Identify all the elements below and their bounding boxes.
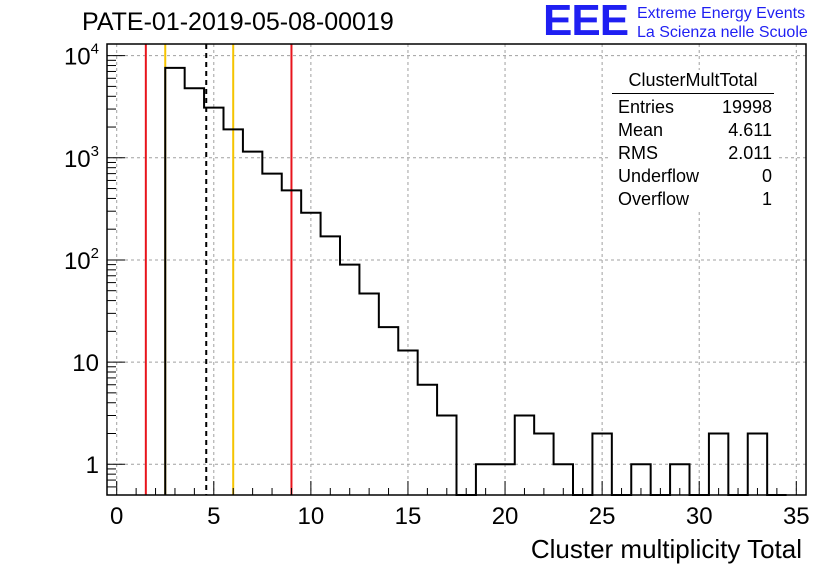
y-tick-label: 103 (64, 143, 99, 173)
histogram-bin (379, 327, 398, 495)
histogram-bin (340, 265, 359, 495)
x-tick-label: 0 (110, 503, 123, 530)
stats-label: Mean (618, 120, 664, 140)
histogram-bin (437, 416, 456, 495)
stats-row-overflow: Overflow 1 (610, 188, 776, 211)
histogram-bin (709, 433, 728, 495)
stats-row-entries: Entries 19998 (610, 96, 776, 119)
x-axis-label: Cluster multiplicity Total (530, 534, 802, 564)
stats-row-rms: RMS 2.011 (610, 142, 776, 165)
y-tick-label: 1 (86, 452, 99, 479)
histogram-bin (748, 433, 767, 495)
stats-value: 2.011 (728, 143, 772, 163)
logo-text-line1: Extreme Energy Events (637, 5, 806, 22)
x-tick-label: 35 (783, 503, 810, 530)
stats-title: ClusterMultTotal (612, 70, 774, 94)
stats-box: ClusterMultTotal Entries 19998 Mean 4.61… (610, 70, 776, 211)
stats-value: 4.611 (728, 120, 772, 140)
histogram-bin (418, 385, 437, 495)
histogram-bin (185, 88, 204, 495)
x-tick-label: 5 (207, 503, 220, 530)
logo-text-line2: La Scienza nelle Scuole (637, 24, 808, 41)
stats-label: Overflow (618, 189, 690, 209)
axis-ticks (107, 55, 797, 495)
x-tick-label: 30 (686, 503, 713, 530)
stats-row-mean: Mean 4.611 (610, 119, 776, 142)
eee-logo: EEE (543, 0, 629, 45)
stats-value: 0 (761, 166, 772, 186)
histogram-bin (534, 433, 553, 495)
histogram-bin (282, 190, 301, 495)
stats-label: RMS (618, 143, 658, 163)
y-tick-label: 104 (64, 41, 99, 71)
stats-value: 19998 (721, 97, 772, 117)
histogram-bin (243, 152, 262, 495)
histogram-bin (359, 293, 378, 495)
histogram-bin (515, 416, 534, 495)
histogram-bin (204, 108, 223, 495)
histogram-bin (165, 68, 184, 495)
histogram-bin (224, 129, 243, 495)
x-tick-label: 15 (395, 503, 422, 530)
stats-value: 1 (761, 189, 772, 209)
stats-label: Entries (618, 97, 675, 117)
histogram-bin (321, 236, 340, 495)
y-tick-label: 102 (64, 245, 99, 275)
x-tick-label: 20 (492, 503, 519, 530)
y-tick-label: 10 (72, 350, 99, 377)
x-tick-label: 10 (298, 503, 325, 530)
histogram-bin (398, 350, 417, 495)
histogram-bin (262, 174, 281, 495)
x-tick-label: 25 (589, 503, 616, 530)
chart-title: PATE-01-2019-05-08-00019 (82, 8, 394, 36)
stats-row-underflow: Underflow 0 (610, 165, 776, 188)
histogram-bin (301, 213, 320, 495)
stats-label: Underflow (618, 166, 700, 186)
